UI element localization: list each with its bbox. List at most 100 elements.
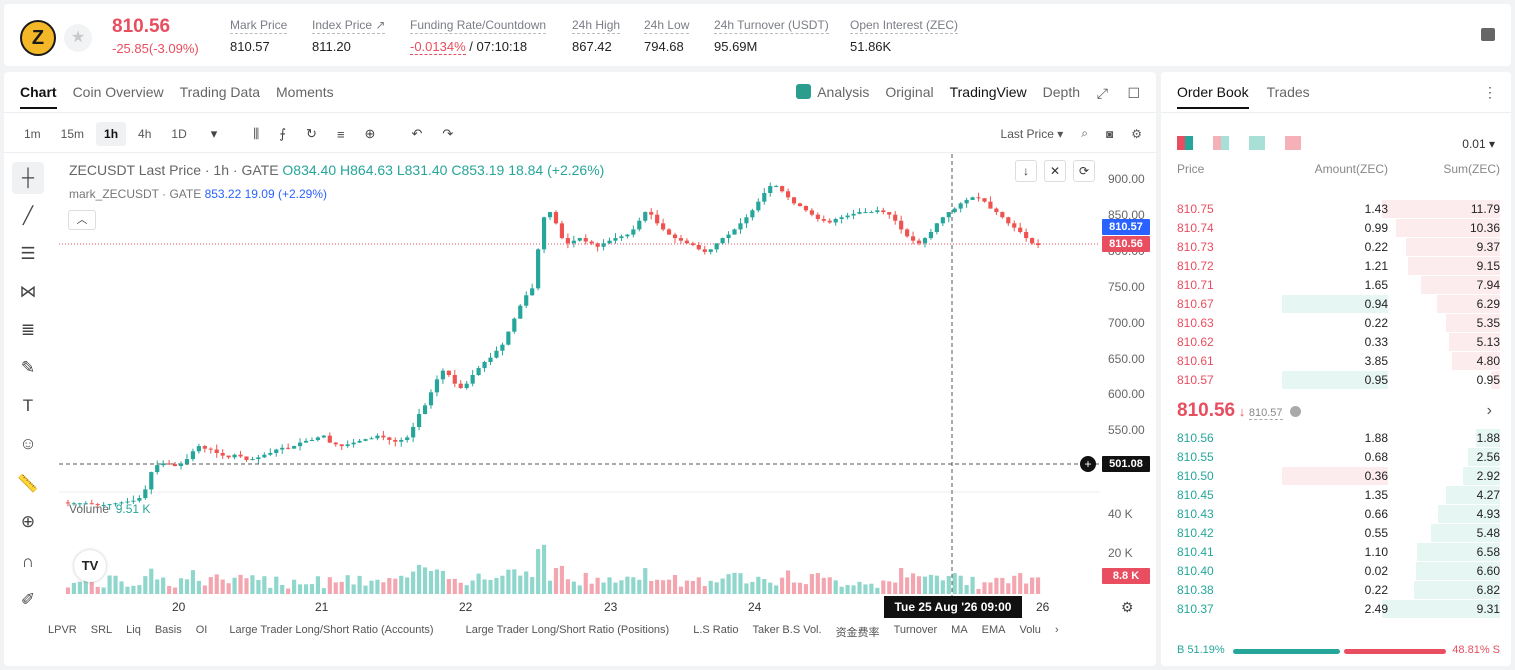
view-bids-icon[interactable] [1249, 136, 1265, 150]
emoji-icon[interactable]: ☺ [19, 434, 37, 453]
favorite-star-icon[interactable]: ★ [64, 24, 92, 52]
indicator-item[interactable]: OI [195, 624, 208, 636]
fullscreen-icon[interactable]: ☐ [1127, 85, 1140, 101]
bid-row[interactable]: 810.56 1.88 1.88 [1177, 429, 1500, 448]
view-both-icon[interactable] [1177, 136, 1193, 150]
bid-row[interactable]: 810.37 2.49 9.31 [1177, 600, 1500, 619]
interval-4h[interactable]: 4h [138, 127, 152, 141]
zoom-in-icon[interactable]: ⊕ [20, 512, 36, 531]
volume-bar [524, 571, 529, 594]
tab-trades[interactable]: Trades [1266, 84, 1310, 100]
order-amount: 0.55 [1364, 526, 1388, 540]
precision-select[interactable]: 0.01 ▾ [1462, 137, 1495, 151]
volume-bar [71, 582, 76, 594]
bid-row[interactable]: 810.41 1.10 6.58 [1177, 543, 1500, 562]
indicator-item[interactable]: Large Trader Long/Short Ratio (Positions… [465, 624, 670, 636]
bid-row[interactable]: 810.42 0.55 5.48 [1177, 524, 1500, 543]
bid-row[interactable]: 810.50 0.36 2.92 [1177, 467, 1500, 486]
bid-row[interactable]: 810.38 0.22 6.82 [1177, 581, 1500, 600]
ask-row[interactable]: 810.71 1.65 7.94 [1177, 276, 1500, 295]
interval-1m[interactable]: 1m [24, 127, 41, 141]
indicator-item[interactable]: SRL [90, 624, 113, 636]
tab-tradingview[interactable]: TradingView [949, 84, 1027, 100]
pattern-icon[interactable]: ⋈ [19, 282, 37, 301]
gear-icon[interactable]: ⚙ [1131, 126, 1142, 141]
ask-row[interactable]: 810.73 0.22 9.37 [1177, 238, 1500, 257]
interval-15m[interactable]: 15m [60, 127, 85, 141]
ask-row[interactable]: 810.57 0.95 0.95 [1177, 371, 1500, 390]
interval-1h[interactable]: 1h [96, 122, 127, 146]
indicator-item[interactable]: Liq [126, 624, 141, 636]
interval-1d[interactable]: 1D [171, 127, 187, 141]
bid-row[interactable]: 810.40 0.02 6.60 [1177, 562, 1500, 581]
redo-icon[interactable]: ↷ [442, 126, 454, 141]
undo-icon[interactable]: ↶ [411, 126, 423, 141]
pencil-icon[interactable]: ✐ [20, 590, 36, 609]
indicator-item[interactable]: Taker B.S Vol. [752, 624, 822, 636]
stat-index-price[interactable]: Index Price ↗ 811.20 [312, 18, 386, 54]
trend-line-icon[interactable]: ╱ [22, 206, 34, 225]
bid-row[interactable]: 810.55 0.68 2.56 [1177, 448, 1500, 467]
chevron-right-icon[interactable]: › [1486, 402, 1492, 419]
fib-icon[interactable]: ≣ [20, 320, 36, 339]
templates-icon[interactable]: ≡ [336, 126, 345, 142]
indicator-item[interactable]: EMA [981, 624, 1006, 636]
price-type-select[interactable]: Last Price ▾ [1000, 126, 1064, 141]
tab-trading-data[interactable]: Trading Data [179, 84, 261, 100]
ask-row[interactable]: 810.62 0.33 5.13 [1177, 333, 1500, 352]
ask-row[interactable]: 810.67 0.94 6.29 [1177, 295, 1500, 314]
indicator-item[interactable]: LPVR [48, 624, 77, 636]
magnet-icon[interactable]: ∩ [21, 552, 35, 571]
tab-moments[interactable]: Moments [276, 84, 334, 100]
more-icon[interactable]: ⋮ [1483, 84, 1497, 100]
ask-row[interactable]: 810.72 1.21 9.15 [1177, 257, 1500, 276]
expand-icon[interactable]: ⤢ [1096, 85, 1108, 101]
ask-row[interactable]: 810.61 3.85 4.80 [1177, 352, 1500, 371]
view-mixed-icon[interactable] [1213, 136, 1229, 150]
indicator-item[interactable]: 资金费率 [835, 627, 880, 639]
scroll-down-icon[interactable]: ↓ [1015, 160, 1037, 182]
tab-depth[interactable]: Depth [1042, 84, 1080, 100]
info-icon[interactable] [1290, 406, 1302, 417]
ask-row[interactable]: 810.63 0.22 5.35 [1177, 314, 1500, 333]
tradingview-logo-icon[interactable]: TV [74, 550, 106, 582]
ask-row[interactable]: 810.75 1.43 11.79 [1177, 200, 1500, 219]
bid-row[interactable]: 810.43 0.66 4.93 [1177, 505, 1500, 524]
mid-price: 810.56 [1177, 400, 1236, 421]
tab-original[interactable]: Original [885, 84, 934, 100]
candle-type-icon[interactable]: ⫼ [253, 126, 260, 141]
chevron-up-icon[interactable]: ︿ [68, 210, 96, 230]
time-tick: 24 [748, 600, 762, 614]
replay-icon[interactable]: ↻ [306, 126, 317, 141]
tab-analysis[interactable]: Analysis [796, 84, 869, 100]
tab-order-book[interactable]: Order Book [1177, 84, 1249, 109]
indicator-item[interactable]: Volu [1019, 624, 1041, 636]
ask-row[interactable]: 810.74 0.99 10.36 [1177, 219, 1500, 238]
chevron-down-icon[interactable]: ▾ [210, 126, 218, 141]
reset-chart-icon[interactable]: ⟳ [1073, 160, 1095, 182]
bid-row[interactable]: 810.45 1.35 4.27 [1177, 486, 1500, 505]
brush-icon[interactable]: ✎ [20, 358, 36, 377]
text-icon[interactable]: T [22, 396, 34, 415]
camera-icon[interactable]: ◙ [1105, 126, 1114, 141]
add-indicator-icon[interactable]: ⊕ [364, 126, 376, 141]
add-alert-icon[interactable]: + [1080, 456, 1096, 472]
indicators-icon[interactable]: ⨍ [279, 126, 287, 141]
crosshair-icon[interactable]: ┼ [12, 162, 44, 194]
indicator-item[interactable]: Basis [154, 624, 182, 636]
view-asks-icon[interactable] [1285, 136, 1301, 150]
horizontal-lines-icon[interactable]: ☰ [20, 244, 36, 263]
tab-coin-overview[interactable]: Coin Overview [72, 84, 164, 100]
notebook-icon[interactable] [1481, 28, 1495, 41]
search-icon[interactable]: ⌕ [1081, 126, 1088, 140]
indicator-item[interactable]: Large Trader Long/Short Ratio (Accounts) [229, 624, 434, 636]
indicator-item[interactable]: L.S Ratio [693, 624, 739, 636]
indicator-item[interactable]: Turnover [893, 624, 938, 636]
collapse-icon[interactable]: ✕ [1044, 160, 1066, 182]
settings-icon[interactable]: ⚙ [1121, 599, 1134, 615]
tab-chart[interactable]: Chart [20, 84, 57, 109]
indicator-item[interactable]: MA [951, 624, 968, 636]
price-chart[interactable] [4, 72, 1156, 666]
ruler-icon[interactable]: 📏 [17, 474, 39, 493]
chevron-right-icon[interactable]: › [1054, 624, 1059, 636]
